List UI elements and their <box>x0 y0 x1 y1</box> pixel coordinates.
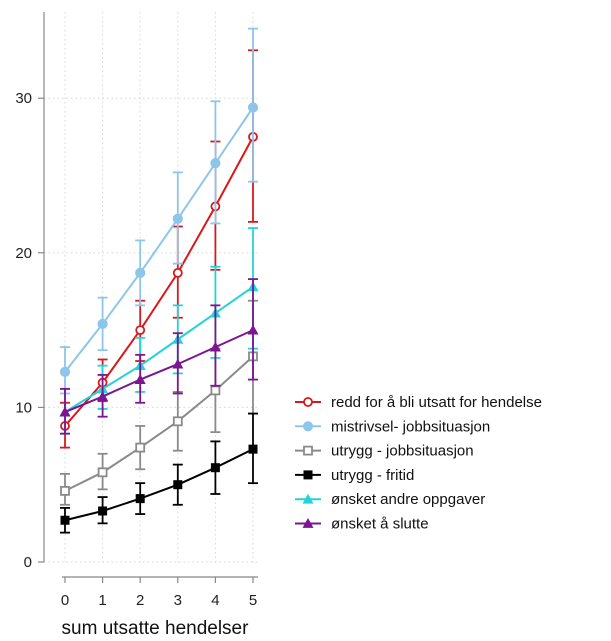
data-point-1-1 <box>98 319 107 328</box>
x-tick-label-4: 4 <box>211 592 219 609</box>
data-point-1-3 <box>173 214 182 223</box>
data-point-5-3 <box>172 359 183 369</box>
y-tick-label-3: 30 <box>15 90 32 107</box>
series-line-5 <box>65 330 253 412</box>
data-point-3-1 <box>98 506 107 515</box>
data-point-3-2 <box>136 494 145 503</box>
data-point-2-3 <box>174 417 182 425</box>
x-tick-label-3: 3 <box>174 592 182 609</box>
legend-item-3: utrygg - fritid <box>295 467 414 484</box>
series-line-1 <box>65 107 253 371</box>
data-point-3-4 <box>211 463 220 472</box>
legend-item-2: utrygg - jobbsituasjon <box>295 443 474 460</box>
series-0 <box>60 50 258 447</box>
x-axis-title: sum utsatte hendelser <box>62 618 250 639</box>
legend-item-5: ønsket å slutte <box>295 516 429 533</box>
x-tick-label-0: 0 <box>61 592 69 609</box>
legend-label-5: ønsket å slutte <box>331 516 429 533</box>
legend-label-3: utrygg - fritid <box>331 467 414 484</box>
data-point-3-0 <box>61 516 70 525</box>
y-tick-label-2: 20 <box>15 245 32 262</box>
x-tick-label-5: 5 <box>249 592 257 609</box>
data-point-3-3 <box>173 480 182 489</box>
data-point-2-1 <box>99 468 107 476</box>
markers-3 <box>61 445 258 525</box>
data-point-5-5 <box>248 325 259 335</box>
x-ticks: 0 1 2 3 4 5 <box>61 577 257 609</box>
data-point-3-5 <box>249 445 258 454</box>
markers-2 <box>61 352 257 495</box>
data-point-1-4 <box>211 159 220 168</box>
series <box>60 29 259 533</box>
data-point-2-4 <box>211 386 219 394</box>
data-point-0-2 <box>136 326 144 334</box>
legend-item-4: ønsket andre oppgaver <box>295 491 485 508</box>
y-ticks: 0 10 20 30 <box>15 90 44 571</box>
data-point-2-2 <box>136 444 144 452</box>
grid <box>44 12 258 562</box>
legend-marker-1 <box>303 422 312 431</box>
legend-label-4: ønsket andre oppgaver <box>331 491 485 508</box>
legend-label-1: mistrivsel- jobbsituasjon <box>331 418 490 435</box>
y-tick-label-1: 10 <box>15 399 32 416</box>
series-line-3 <box>65 449 253 520</box>
legend: redd for å bli utsatt for hendelse mistri… <box>295 394 542 533</box>
markers-0 <box>61 133 257 430</box>
legend-marker-0 <box>304 398 312 406</box>
data-point-5-4 <box>210 342 221 352</box>
legend-marker-3 <box>304 470 313 479</box>
data-point-1-2 <box>136 268 145 277</box>
x-tick-label-1: 1 <box>98 592 106 609</box>
series-line-2 <box>65 356 253 491</box>
axes <box>44 12 258 577</box>
legend-item-0: redd for å bli utsatt for hendelse <box>295 394 542 411</box>
series-3 <box>60 414 258 533</box>
legend-marker-2 <box>304 447 312 455</box>
data-point-1-0 <box>60 367 69 376</box>
legend-label-0: redd for å bli utsatt for hendelse <box>331 394 542 411</box>
legend-label-2: utrygg - jobbsituasjon <box>331 443 474 460</box>
error-bars-0 <box>60 50 258 447</box>
legend-item-1: mistrivsel- jobbsituasjon <box>295 418 490 435</box>
series-1 <box>60 29 258 394</box>
x-tick-label-2: 2 <box>136 592 144 609</box>
data-point-1-5 <box>248 103 257 112</box>
data-point-0-3 <box>174 269 182 277</box>
y-tick-label-0: 0 <box>24 554 32 571</box>
data-point-2-0 <box>61 487 69 495</box>
